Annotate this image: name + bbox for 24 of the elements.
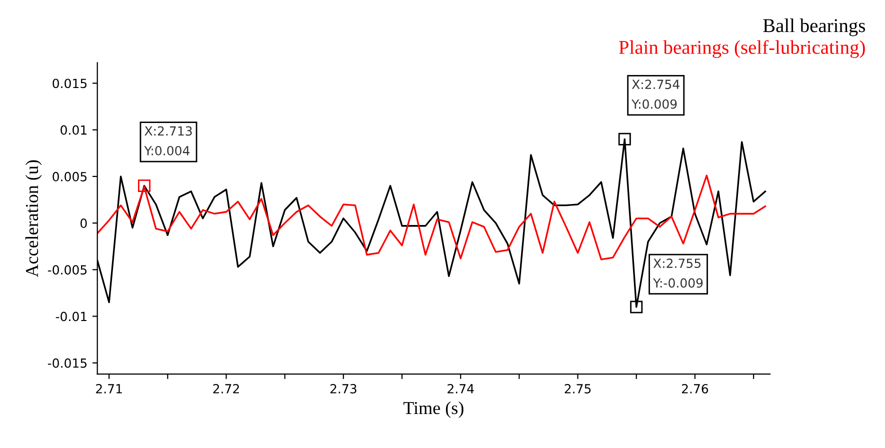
x-tick-label: 2.73 [330,384,356,394]
text: Ball bearings [763,18,866,36]
annotation: X:2.754 Y:0.009 [632,80,680,109]
x-axis-title: Time (s) [403,401,464,418]
point [630,300,643,314]
y-tick-label: 0 [80,218,87,228]
y-tick-label: -0.01 [56,312,86,322]
annotation: X:2.713 Y:0.004 [144,126,192,156]
y-tick-label: -0.015 [48,358,87,368]
annotation: X:2.755 Y:-0.009 [653,258,703,288]
line-series [97,174,766,260]
point [618,132,631,146]
text: Plain bearings (self-lubricating) [618,40,865,58]
x-tick-label: 2.74 [448,384,474,394]
y-axis-title: Acceleration (u) [25,160,42,278]
x-tick-label: 2.75 [564,384,591,394]
y-tick-label: 0.005 [52,172,87,182]
x-tick-label: 2.72 [213,384,239,394]
point [138,180,150,192]
y-tick-label: 0.01 [60,125,86,135]
x-tick-label: 2.71 [96,384,122,394]
y-tick-label: 0.015 [52,78,87,88]
x-tick-label: 2.76 [682,384,708,394]
y-tick-label: -0.005 [48,265,87,275]
